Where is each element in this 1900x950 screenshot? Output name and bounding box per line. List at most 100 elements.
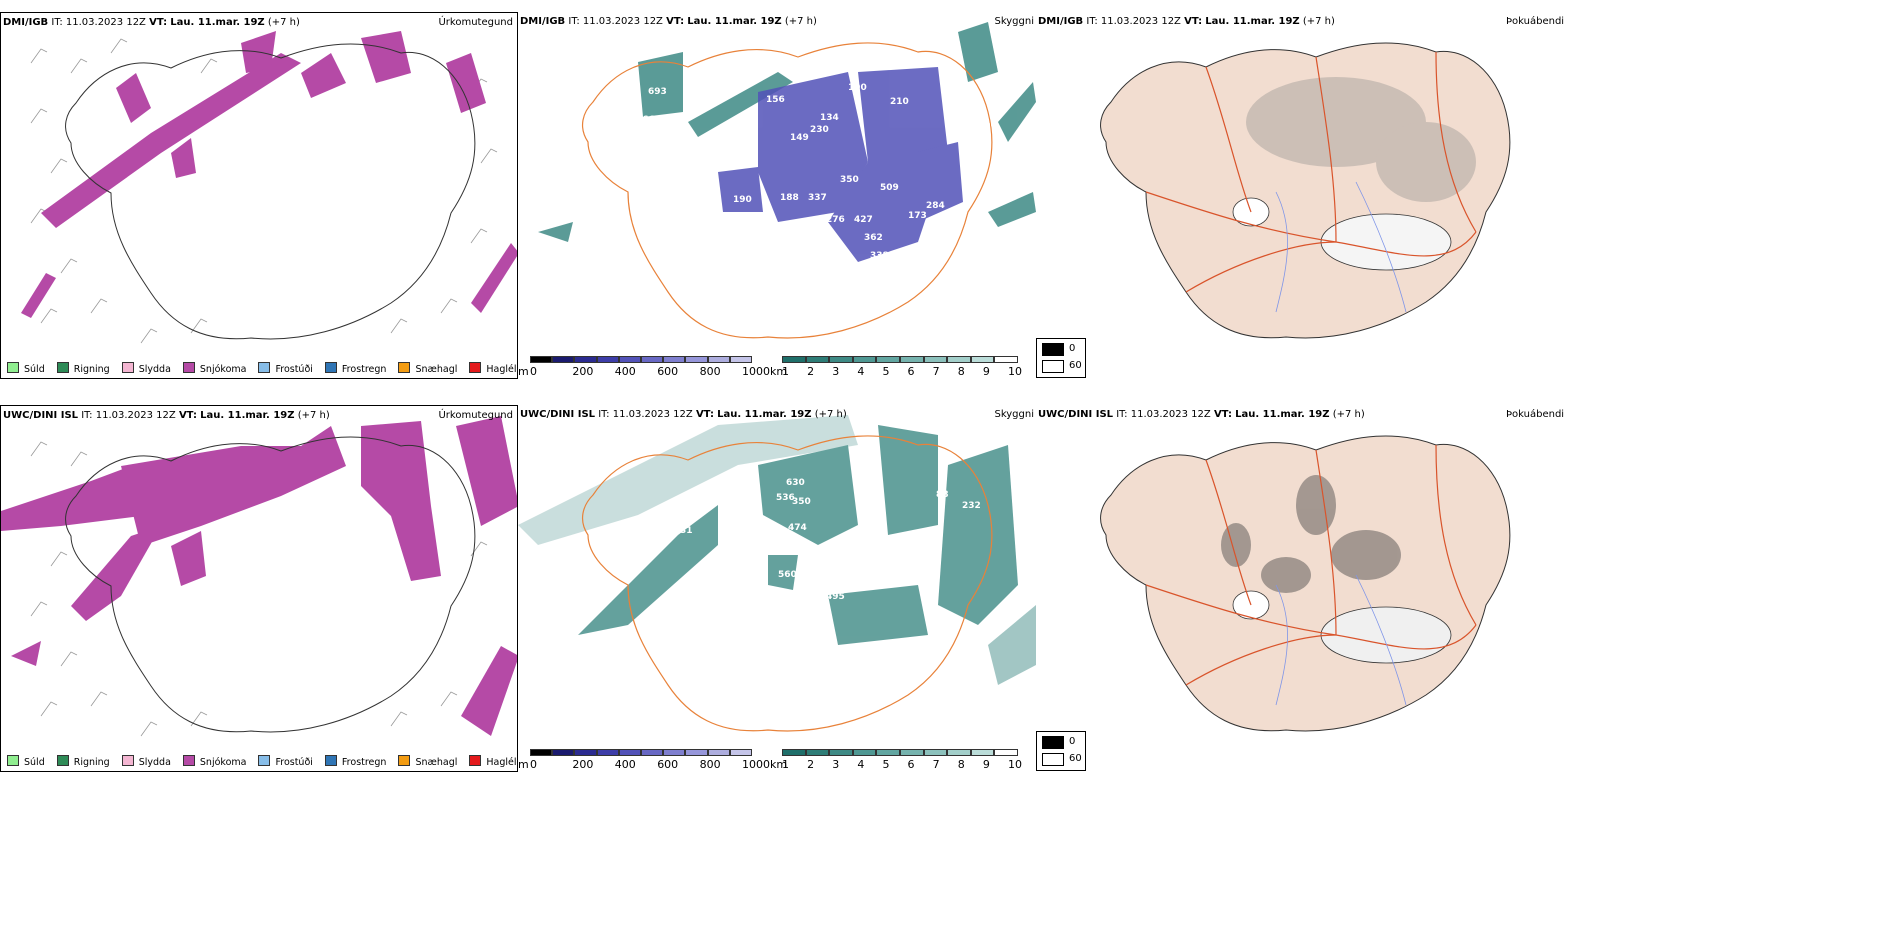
vis-label: 276	[826, 215, 845, 225]
colorbar-cell	[729, 356, 752, 363]
roads	[1145, 444, 1477, 686]
colorbar-tick: 0	[530, 758, 537, 771]
legend-swatch	[324, 362, 337, 373]
vis-label: 495	[826, 592, 845, 602]
colorbar-tick: 400	[614, 758, 636, 771]
colorbar-cell	[782, 356, 806, 363]
fog-panel-bottom: UWC/DINI ISL IT: 11.03.2023 12Z VT: Lau.…	[1036, 405, 1900, 772]
snow-areas	[1, 416, 517, 736]
vis-label: 31	[680, 526, 693, 536]
colorbar-cell	[923, 749, 948, 756]
vis-label: 233	[746, 275, 765, 285]
legend-swatch	[469, 362, 482, 373]
colorbar-unit: m	[518, 758, 529, 771]
vis-label: 509	[880, 183, 899, 193]
precip-title-bottom: UWC/DINI ISL IT: 11.03.2023 12Z VT: Lau.…	[3, 410, 330, 421]
colorbar-cell	[574, 356, 597, 363]
vis-label: 630	[786, 478, 805, 488]
colorbar-tick: 1000	[742, 365, 770, 378]
colorbar-tick: 400	[614, 365, 636, 378]
vis-type-label-bottom: Skyggni	[994, 409, 1034, 420]
rivers	[1275, 181, 1407, 313]
precip-legend-bottom: Súld Rigning Slydda Snjókoma Frostúði Frostre…	[7, 755, 517, 768]
iceland-outline	[65, 43, 476, 340]
legend-item: Snæhagl	[398, 362, 457, 375]
colorbar-cell	[970, 749, 995, 756]
fog-shading	[1246, 77, 1476, 202]
vis-label: 350	[840, 175, 859, 185]
colorbar-cell	[829, 356, 853, 363]
vis-map-top: 693 266 418 190 187 188 337 276 427 362 …	[538, 22, 1036, 339]
colorbar-cell	[530, 749, 553, 756]
vis-label: 232	[962, 501, 981, 511]
legend-label: Rigning	[73, 364, 110, 375]
legend-label: Slydda	[138, 757, 171, 768]
colorbar-cell	[596, 749, 619, 756]
vis-label: 427	[854, 215, 873, 225]
precip-panel-top: DMI/IGB IT: 11.03.2023 12Z VT: Lau. 11.m…	[0, 12, 518, 379]
colorbar-tick: 4	[857, 365, 865, 378]
colorbar-tick: 2	[807, 365, 815, 378]
iceland-outline	[581, 435, 993, 732]
colorbar-cell	[574, 749, 597, 756]
vis-label: 210	[890, 97, 909, 107]
colorbar-cell	[852, 749, 877, 756]
colorbar-unit: km	[770, 365, 788, 378]
vis-label: 156	[766, 95, 785, 105]
vis-label: 134	[820, 113, 839, 123]
colorbar-cell	[685, 356, 708, 363]
vis-label: 284	[926, 201, 945, 211]
vis-label: 942	[704, 573, 723, 583]
colorbar-tick: 10	[1008, 758, 1022, 771]
legend-label: Frostúði	[275, 757, 313, 768]
colorbar-cell	[900, 749, 924, 756]
colorbar-cell	[947, 356, 971, 363]
colorbar-unit: m	[518, 365, 529, 378]
fog-map-top	[1100, 42, 1511, 339]
vis-label: 187	[678, 185, 697, 195]
legend-item: Rigning	[56, 755, 110, 768]
fog-panel-top: DMI/IGB IT: 11.03.2023 12Z VT: Lau. 11.m…	[1036, 12, 1900, 379]
vis-label: 190	[848, 83, 867, 93]
colorbar-tick: 8	[957, 758, 965, 771]
colorbar-tick: 1000	[742, 758, 770, 771]
iceland-outline	[581, 42, 993, 339]
precip-type-label-top: Úrkomutegund	[438, 17, 513, 28]
colorbar-cell	[782, 749, 806, 756]
colorbar-cell	[552, 749, 575, 756]
vis-label: 338	[870, 251, 889, 261]
fog-shading	[1221, 475, 1401, 593]
low-height-blue	[718, 67, 963, 262]
precip-map-top	[21, 31, 517, 344]
legend-label: Haglél	[486, 364, 517, 375]
snow-areas	[21, 31, 517, 318]
fog-title-bottom: UWC/DINI ISL IT: 11.03.2023 12Z VT: Lau.…	[1038, 409, 1365, 420]
colorbar-cell	[729, 749, 752, 756]
colorbar-tick: 7	[932, 365, 940, 378]
colorbar-cell	[685, 749, 708, 756]
colorbar-cell	[923, 356, 948, 363]
colorbar-tick: 6	[907, 365, 915, 378]
legend-item: Snjókoma	[182, 362, 246, 375]
fog-map-bottom	[1100, 435, 1511, 732]
vis-label: 36	[968, 133, 981, 143]
colorbar-tick: 9	[982, 365, 990, 378]
legend-swatch	[258, 755, 271, 766]
colorbar-tick: 5	[882, 365, 890, 378]
legend-label: Snæhagl	[415, 757, 458, 768]
vis-label: 474	[788, 523, 807, 533]
colorbar-tick: 800	[699, 758, 721, 771]
colorbar-cell	[900, 356, 924, 363]
wind-barbs	[30, 38, 498, 344]
fog-legend-value: 60	[1069, 753, 1082, 764]
vis-label: 418	[618, 155, 637, 165]
colorbar-tick: 3	[832, 365, 840, 378]
colorbar-tick: 600	[657, 758, 679, 771]
colorbar-tick: 0	[530, 365, 537, 378]
vis-colorbar-top: km 1 2 3 4 5 6 7 8 9 10	[770, 356, 1036, 379]
colorbar-cell	[618, 749, 641, 756]
vis-label: 337	[808, 193, 827, 203]
height-colorbar-bottom: m 0 200 400 600 800 1000	[518, 749, 770, 772]
colorbar-unit: km	[770, 758, 788, 771]
fog-swatch-0	[1042, 343, 1064, 356]
